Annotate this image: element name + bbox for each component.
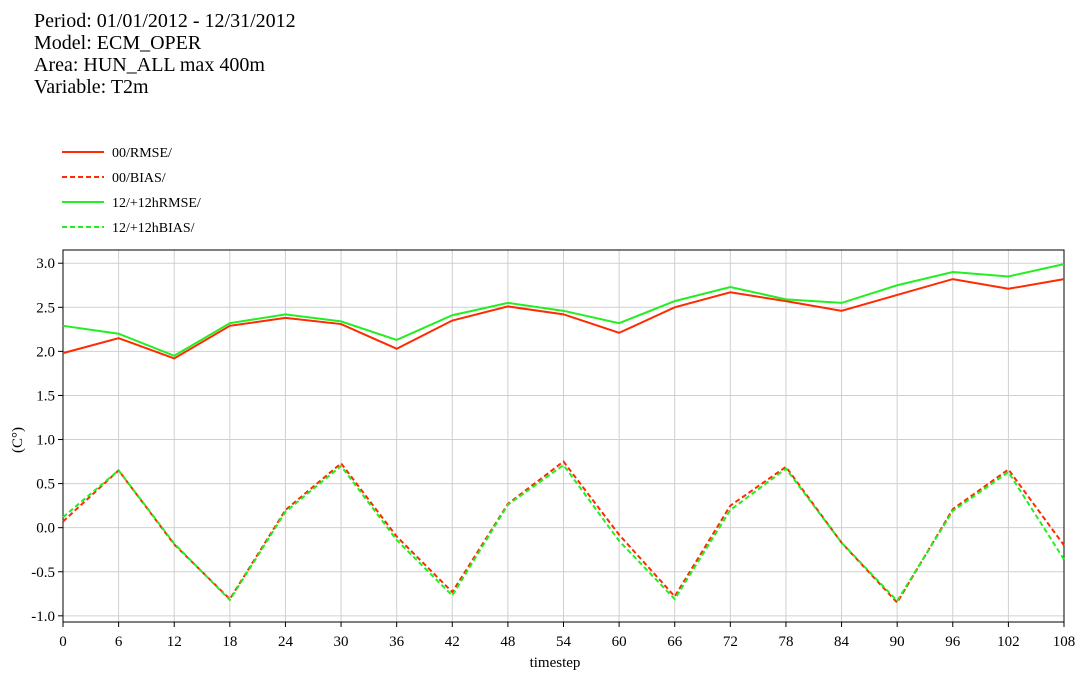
legend-label: 00/RMSE/	[112, 146, 172, 161]
y-tick-label: 2.5	[36, 300, 55, 316]
y-tick-label: -1.0	[31, 609, 55, 625]
series-line	[62, 463, 1065, 603]
y-tick-label: 1.0	[36, 433, 55, 449]
x-tick-label: 60	[612, 634, 627, 650]
x-tick-label: 48	[500, 634, 515, 650]
y-axis-label: (C°)	[10, 427, 26, 453]
x-tick-label: 54	[556, 634, 572, 650]
x-tick-label: 66	[667, 634, 683, 650]
y-tick-label: 1.5	[36, 388, 55, 404]
legend-label: 00/BIAS/	[112, 171, 166, 186]
x-tick-label: 30	[334, 634, 349, 650]
x-tick-label: 18	[222, 634, 237, 650]
x-tick-label: 84	[834, 634, 850, 650]
x-tick-label: 36	[389, 634, 405, 650]
header-line: Period: 01/01/2012 - 12/31/2012	[34, 10, 296, 32]
legend-label: 12/+12hBIAS/	[112, 221, 195, 236]
x-tick-label: 78	[778, 634, 793, 650]
x-axis-label: timestep	[530, 655, 581, 671]
x-tick-label: 96	[945, 634, 961, 650]
header-line: Area: HUN_ALL max 400m	[34, 54, 265, 76]
x-tick-label: 24	[278, 634, 294, 650]
header-line: Variable: T2m	[34, 76, 149, 98]
x-tick-label: 102	[997, 634, 1020, 650]
y-tick-label: -0.5	[31, 565, 55, 581]
header-line: Model: ECM_OPER	[34, 32, 202, 54]
legend-label: 12/+12hRMSE/	[112, 196, 201, 211]
series-line	[62, 278, 1065, 360]
x-tick-label: 0	[59, 634, 67, 650]
y-tick-label: 3.0	[36, 256, 55, 272]
x-tick-label: 90	[890, 634, 905, 650]
y-tick-label: 0.5	[36, 477, 55, 493]
plot-frame	[62, 249, 1065, 623]
x-tick-label: 108	[1053, 634, 1076, 650]
series-line	[62, 460, 1065, 605]
x-tick-label: 6	[115, 634, 123, 650]
y-tick-label: 0.0	[36, 521, 55, 537]
x-tick-label: 12	[167, 634, 182, 650]
series-line	[62, 263, 1065, 357]
x-tick-label: 42	[445, 634, 460, 650]
y-tick-label: 2.0	[36, 344, 55, 360]
x-tick-label: 72	[723, 634, 738, 650]
